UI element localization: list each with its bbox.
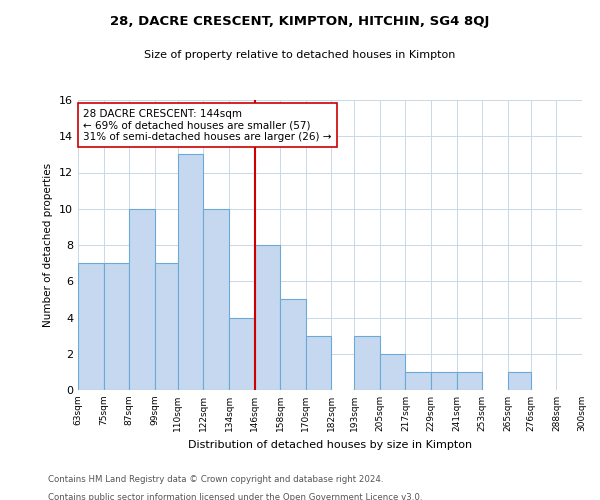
- Bar: [78, 263, 104, 390]
- Bar: [355, 336, 380, 390]
- Bar: [280, 300, 305, 390]
- Bar: [380, 354, 406, 390]
- Bar: [431, 372, 457, 390]
- Text: 28 DACRE CRESCENT: 144sqm
← 69% of detached houses are smaller (57)
31% of semi-: 28 DACRE CRESCENT: 144sqm ← 69% of detac…: [83, 108, 332, 142]
- Bar: [508, 372, 531, 390]
- Text: Size of property relative to detached houses in Kimpton: Size of property relative to detached ho…: [145, 50, 455, 60]
- Bar: [104, 263, 129, 390]
- Bar: [457, 372, 482, 390]
- Bar: [305, 336, 331, 390]
- X-axis label: Distribution of detached houses by size in Kimpton: Distribution of detached houses by size …: [188, 440, 472, 450]
- Text: 28, DACRE CRESCENT, KIMPTON, HITCHIN, SG4 8QJ: 28, DACRE CRESCENT, KIMPTON, HITCHIN, SG…: [110, 15, 490, 28]
- Bar: [129, 209, 155, 390]
- Bar: [406, 372, 431, 390]
- Y-axis label: Number of detached properties: Number of detached properties: [43, 163, 53, 327]
- Text: Contains HM Land Registry data © Crown copyright and database right 2024.: Contains HM Land Registry data © Crown c…: [48, 475, 383, 484]
- Bar: [178, 154, 203, 390]
- Bar: [155, 263, 178, 390]
- Bar: [254, 245, 280, 390]
- Text: Contains public sector information licensed under the Open Government Licence v3: Contains public sector information licen…: [48, 492, 422, 500]
- Bar: [203, 209, 229, 390]
- Bar: [229, 318, 254, 390]
